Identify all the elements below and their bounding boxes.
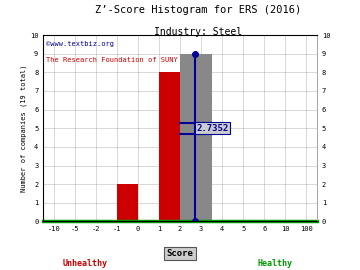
Text: Healthy: Healthy xyxy=(257,259,292,268)
Bar xyxy=(180,54,212,221)
Text: 2.7352: 2.7352 xyxy=(197,124,229,133)
X-axis label: Score: Score xyxy=(167,249,193,258)
Text: ©www.textbiz.org: ©www.textbiz.org xyxy=(46,41,114,47)
Text: Unhealthy: Unhealthy xyxy=(63,259,108,268)
Text: Z’-Score Histogram for ERS (2016): Z’-Score Histogram for ERS (2016) xyxy=(95,5,301,15)
Bar xyxy=(117,184,138,221)
Bar xyxy=(159,72,180,221)
Text: Industry: Steel: Industry: Steel xyxy=(154,27,242,37)
Text: The Research Foundation of SUNY: The Research Foundation of SUNY xyxy=(46,58,178,63)
Y-axis label: Number of companies (19 total): Number of companies (19 total) xyxy=(21,65,27,192)
